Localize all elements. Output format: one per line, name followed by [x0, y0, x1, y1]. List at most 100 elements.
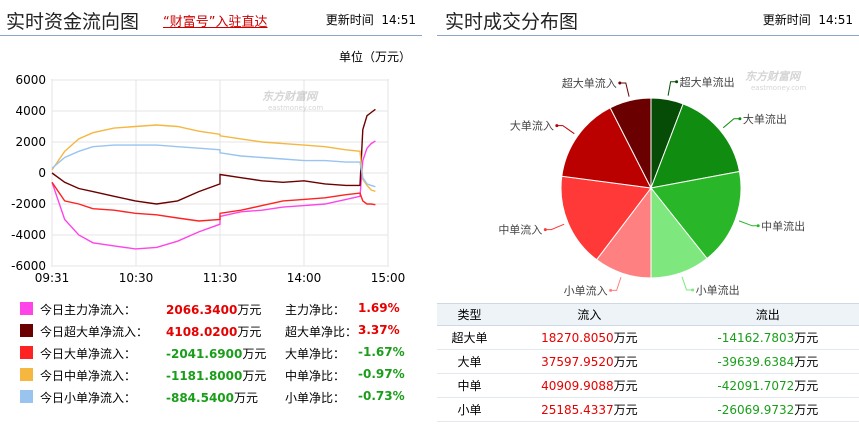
pie-slice — [650, 170, 742, 260]
pie-leader-dot — [675, 80, 679, 84]
pie-leader-line — [667, 81, 677, 96]
row-type: 小单 — [437, 397, 503, 422]
row-type: 大单 — [437, 349, 503, 374]
pie-leader-line — [610, 276, 622, 291]
row-type: 超大单 — [437, 325, 503, 350]
fund-flow-panel: 实时资金流向图 “财富号”入驻直达 更新时间 14:51 单位（万元） 6000… — [0, 0, 422, 428]
pie-leader-dot — [691, 288, 695, 292]
row-inflow: 25185.4337万元 — [502, 397, 677, 422]
header-out: 流出 — [676, 303, 859, 326]
svg-text:eastmoney.com: eastmoney.com — [751, 84, 806, 92]
pie-slice-label: 小单流出 — [696, 283, 740, 297]
unit-label: 单位（万元） — [339, 50, 412, 64]
row-type: 中单 — [437, 373, 503, 398]
pie-leader-dot — [738, 117, 742, 121]
table-row: 中单 40909.9088万元 -42091.7072万元 — [437, 373, 859, 398]
pie-slice-label: 大单流出 — [743, 112, 787, 126]
trade-distribution-header: 实时成交分布图 更新时间 14:51 — [437, 0, 859, 36]
flow-table-header: 类型 流入 流出 — [437, 303, 859, 326]
pie-slice-label: 超大单流入 — [562, 76, 617, 90]
legend-swatch — [20, 390, 33, 403]
legend-name: 今日主力净流入： — [40, 303, 137, 317]
pie-leader-dot — [555, 124, 559, 128]
pie-slice-label: 超大单流出 — [680, 75, 735, 89]
pie-slice — [561, 107, 652, 189]
update-time: 更新时间 14:51 — [762, 13, 853, 27]
row-inflow: 40909.9088万元 — [502, 373, 677, 398]
trade-distribution-panel: 实时成交分布图 更新时间 14:51 东方财富网 eastmoney.com 超大单… — [437, 0, 859, 428]
pie-slice-label: 中单流入 — [498, 223, 542, 237]
flow-table: 类型 流入 流出 超大单 18270.8050万元 -14162.7803万元 大单 3… — [437, 303, 859, 422]
pie-leader-line — [556, 125, 575, 135]
series-line-4 — [51, 144, 376, 188]
pie-leader-line — [619, 82, 630, 97]
x-tick-label: 15:00 — [371, 271, 406, 285]
legend-value: -1181.8000万元 — [166, 369, 267, 383]
y-tick-label: 2000 — [15, 135, 46, 149]
promo-link[interactable]: “财富号”入驻直达 — [163, 15, 268, 30]
pie-leader-line — [738, 220, 759, 227]
y-tick-label: 6000 — [15, 73, 46, 87]
pie-leader-line — [722, 118, 740, 129]
y-tick-label: 0 — [38, 166, 46, 180]
row-inflow: 37597.9520万元 — [502, 349, 677, 374]
y-tick-label: -6000 — [11, 259, 46, 273]
fund-flow-header: 实时资金流向图 “财富号”入驻直达 更新时间 14:51 — [0, 0, 422, 36]
legend-value: -2041.6900万元 — [166, 347, 267, 361]
legend-ratio: -0.73% — [358, 389, 405, 403]
legend-swatch — [20, 324, 33, 337]
table-row: 小单 25185.4337万元 -26069.9732万元 — [437, 397, 859, 422]
legend-ratio: 1.69% — [358, 301, 400, 315]
x-tick-label: 14:00 — [287, 271, 322, 285]
series-line-2 — [51, 181, 376, 222]
pie-slice — [650, 103, 741, 189]
legend-ratio: -1.67% — [358, 345, 405, 359]
x-tick-label: 10:30 — [119, 271, 154, 285]
legend-value: -884.5400万元 — [166, 391, 259, 405]
series-line-0 — [51, 140, 376, 250]
legend-ratio-label: 大单净比： — [285, 347, 346, 361]
header-type: 类型 — [437, 303, 503, 326]
legend-row: 今日主力净流入： 2066.3400万元 主力净比： 1.69% — [20, 300, 420, 318]
header-in: 流入 — [502, 303, 677, 326]
pie-slice-label: 大单流入 — [510, 119, 554, 133]
y-tick-label: -2000 — [11, 197, 46, 211]
table-row: 超大单 18270.8050万元 -14162.7803万元 — [437, 325, 859, 350]
legend-value: 2066.3400万元 — [166, 303, 262, 317]
legend-ratio-label: 超大单净比： — [285, 325, 358, 339]
pie-leader-dot — [609, 288, 613, 292]
legend-swatch — [20, 346, 33, 359]
pie-leader-line — [681, 276, 693, 291]
legend-row: 今日大单净流入： -2041.6900万元 大单净比： -1.67% — [20, 344, 420, 362]
legend-ratio-label: 中单净比： — [285, 369, 346, 383]
pie-leader-line — [545, 223, 565, 231]
row-outflow: -42091.7072万元 — [676, 373, 859, 398]
row-outflow: -14162.7803万元 — [676, 325, 859, 350]
trade-distribution-title: 实时成交分布图 — [445, 11, 579, 33]
pie-slice-label: 小单流入 — [564, 283, 608, 297]
legend-name: 今日超大单净流入： — [40, 325, 149, 339]
x-tick-label: 11:30 — [203, 271, 238, 285]
row-outflow: -26069.9732万元 — [676, 397, 859, 422]
pie-leader-dot — [543, 228, 547, 232]
pie-slice-label: 中单流出 — [761, 219, 805, 233]
y-tick-label: 4000 — [15, 104, 46, 118]
pie-leader-dot — [618, 81, 622, 85]
pie-leader-dot — [756, 224, 760, 228]
legend-name: 今日小单净流入： — [40, 391, 137, 405]
fund-flow-title: 实时资金流向图 — [6, 11, 140, 33]
row-outflow: -39639.6384万元 — [676, 349, 859, 374]
legend-swatch — [20, 302, 33, 315]
pie-slice — [560, 175, 652, 261]
legend-name: 今日大单净流入： — [40, 347, 137, 361]
legend-ratio: 3.37% — [358, 323, 400, 337]
pie-slice — [609, 97, 652, 189]
legend-ratio: -0.97% — [358, 367, 405, 381]
legend-row: 今日小单净流入： -884.5400万元 小单净比： -0.73% — [20, 388, 420, 406]
svg-text:东方财富网: 东方财富网 — [745, 70, 802, 83]
legend-ratio-label: 小单净比： — [285, 391, 346, 405]
